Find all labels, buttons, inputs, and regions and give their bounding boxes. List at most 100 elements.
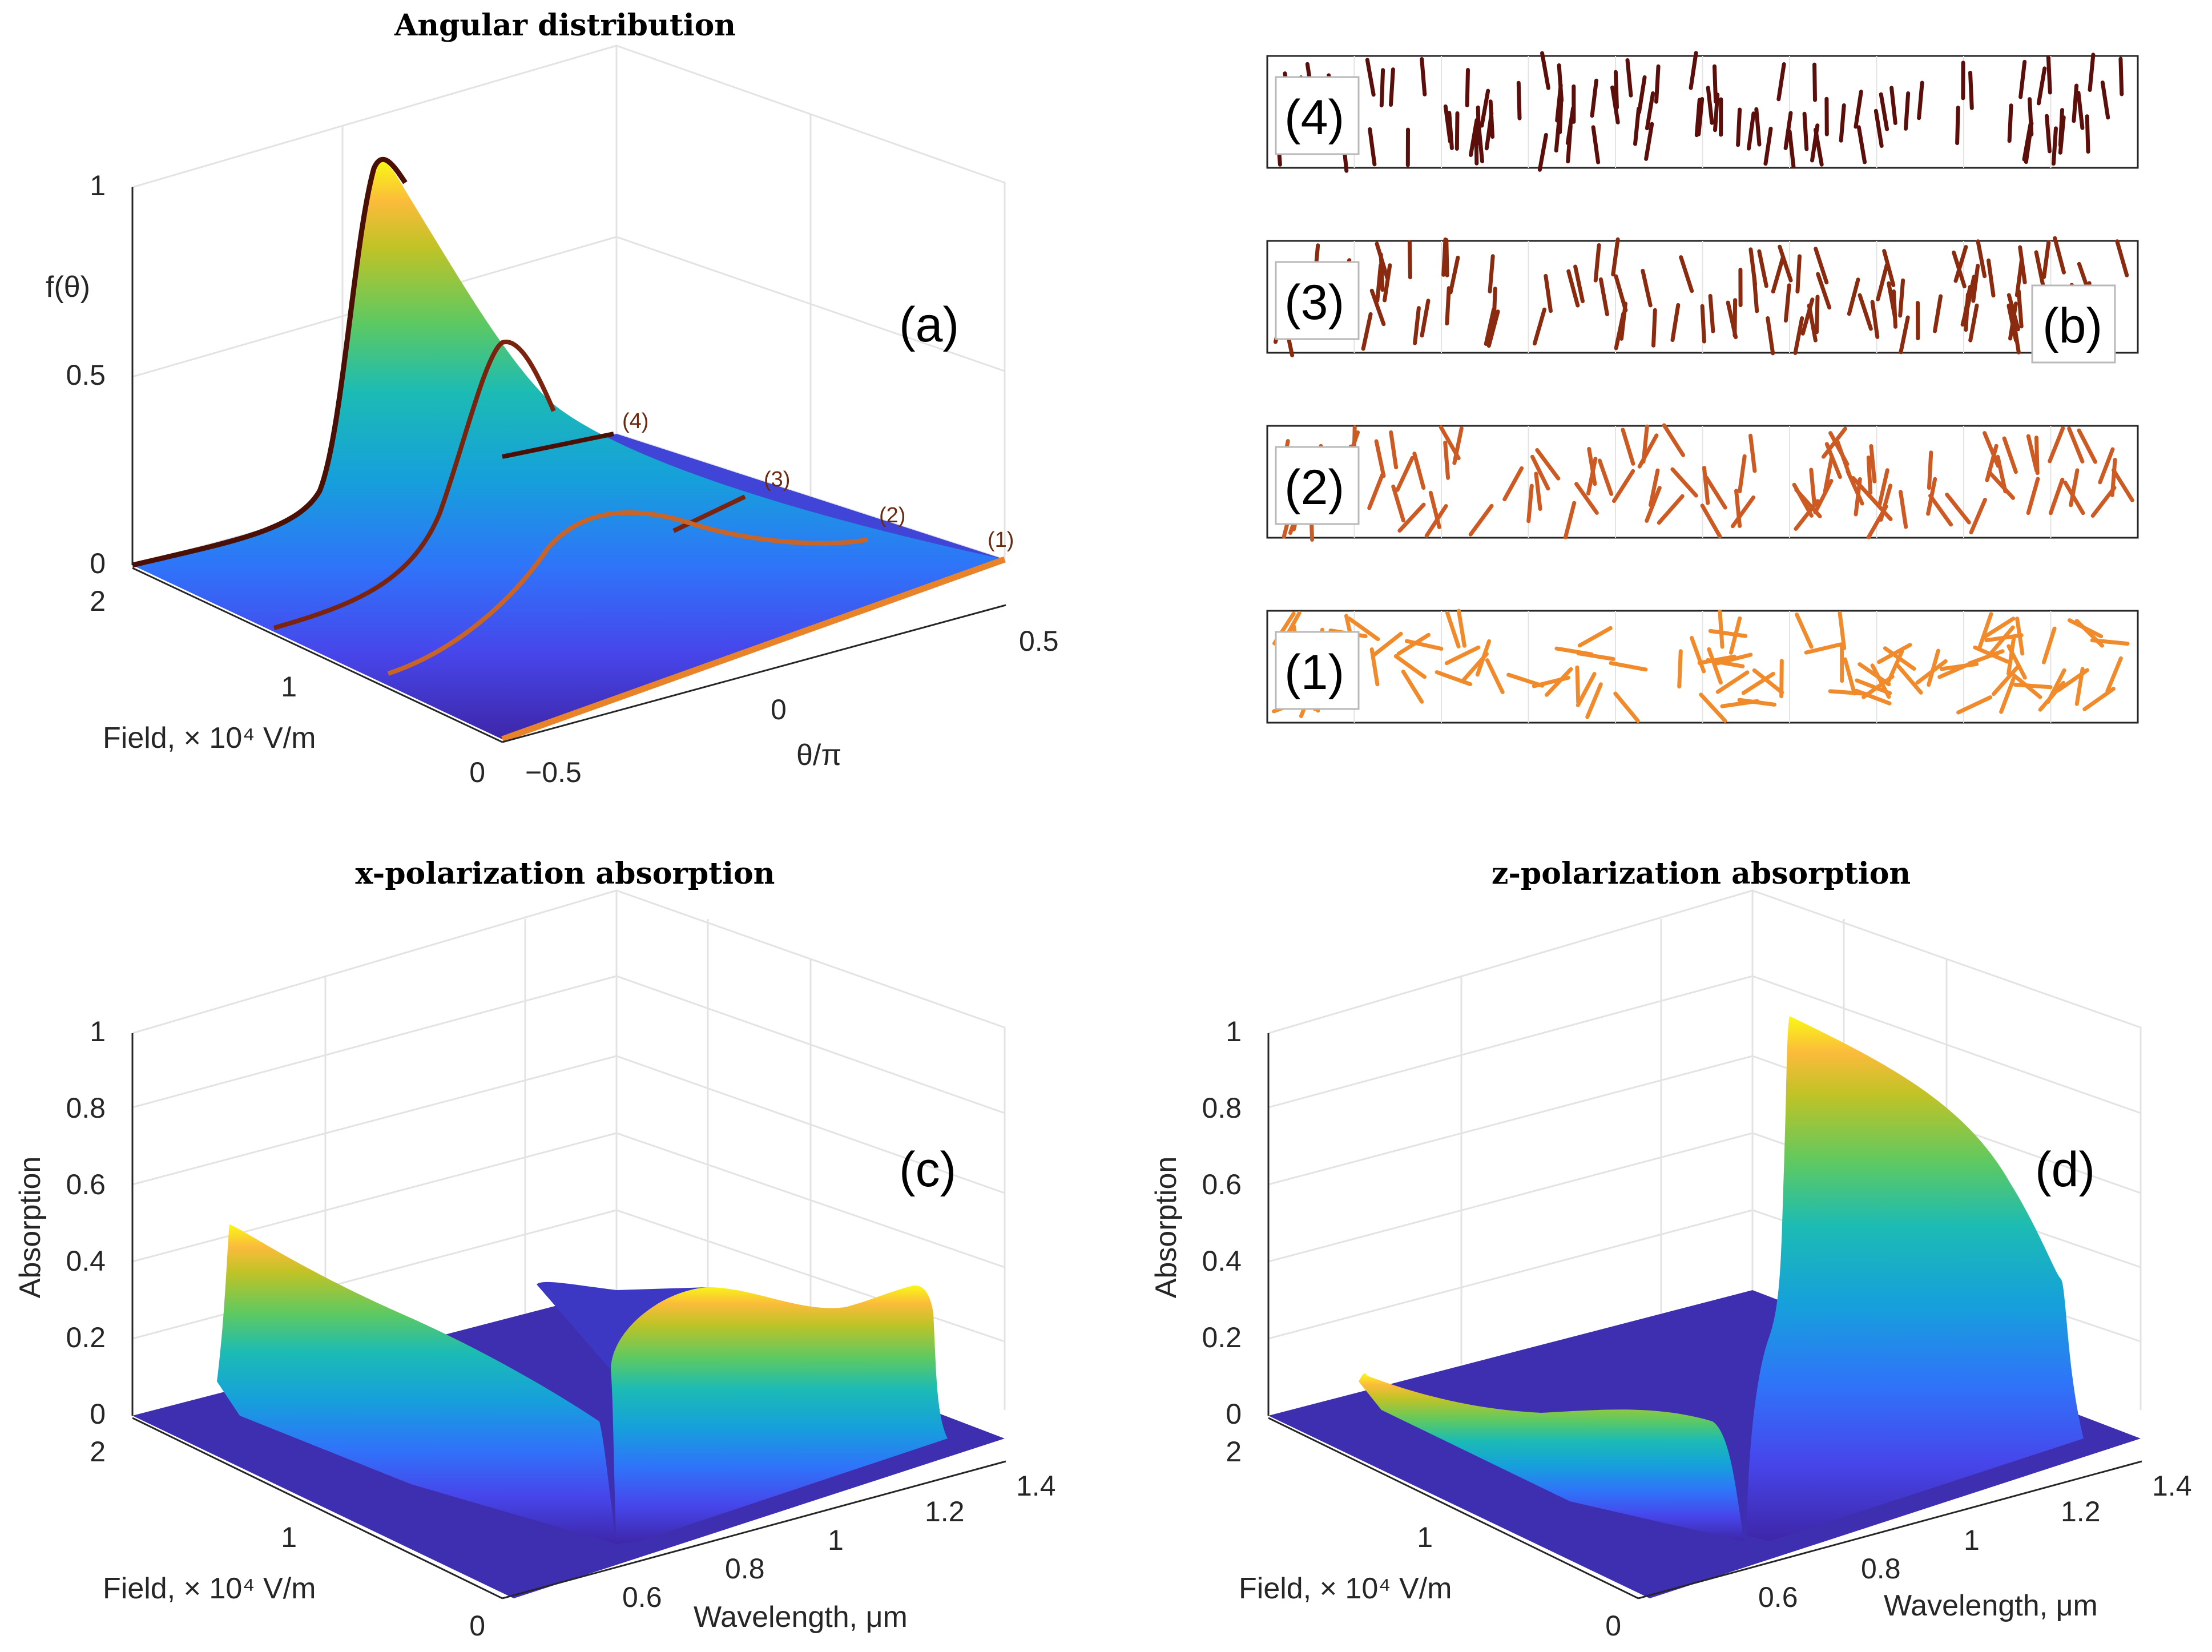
panel-b-rod bbox=[1933, 294, 1943, 333]
panel-b-rod bbox=[1690, 636, 1706, 674]
panel-b-rod bbox=[1397, 502, 1426, 533]
panel-b-rod bbox=[1968, 303, 1979, 343]
panel-b-rod bbox=[1544, 273, 1553, 313]
panel-b-rod bbox=[1899, 490, 1908, 529]
panel-b-rod bbox=[1869, 444, 1877, 483]
panel-b-rod bbox=[2006, 303, 2018, 343]
panel-b-rod bbox=[1813, 478, 1834, 515]
panel-c-y-label: Field, × 10⁴ V/m bbox=[103, 1572, 316, 1605]
panel-b-rod bbox=[1447, 111, 1454, 150]
panel-b-rod bbox=[1492, 287, 1497, 327]
panel-b-rod bbox=[2038, 680, 2066, 712]
panel-a-x-tick: 0.5 bbox=[1019, 625, 1059, 657]
panel-d-z-tick: 0.6 bbox=[1202, 1169, 1242, 1200]
panel-b-rod bbox=[1882, 249, 1896, 287]
panel-b-rod bbox=[1977, 612, 1993, 650]
panel-b-row: (4) bbox=[1266, 51, 2139, 173]
panel-b-rod bbox=[1928, 494, 1953, 527]
panel-b-rod bbox=[2007, 103, 2013, 143]
panel-b-rod bbox=[1945, 493, 1971, 525]
panel-b-rod bbox=[1383, 263, 1392, 303]
panel-b-rod bbox=[1854, 90, 1863, 129]
panel-b-rod bbox=[1395, 456, 1415, 492]
panel-b-rod bbox=[1771, 255, 1785, 294]
panel-b-rod bbox=[2048, 426, 2065, 464]
panel-b-rod bbox=[1838, 611, 1847, 650]
panel-d-x-tick: 1.4 bbox=[2152, 1470, 2192, 1502]
panel-b-rod bbox=[2072, 83, 2079, 123]
panel-b-rod bbox=[2036, 66, 2047, 106]
panel-b-rod bbox=[1651, 308, 1657, 348]
panel-b-rod bbox=[1420, 299, 1431, 338]
panel-b-rod bbox=[1898, 278, 1905, 318]
panel-a-curve-3 bbox=[273, 339, 556, 630]
panel-b-rod bbox=[2006, 636, 2016, 676]
panel-b-rod bbox=[2013, 682, 2053, 690]
panel-a-curve-label-3: (3) bbox=[764, 468, 790, 491]
panel-c-z-label: Absorption bbox=[14, 1157, 47, 1299]
panel-d-x-tick: 0.6 bbox=[1758, 1581, 1798, 1613]
panel-d-y-tick: 2 bbox=[1226, 1436, 1242, 1468]
panel-b-rod bbox=[2046, 55, 2052, 95]
panel-b-rod bbox=[2034, 250, 2045, 289]
panel-b-rod bbox=[1876, 263, 1889, 301]
panel-b-rod bbox=[1396, 632, 1431, 656]
panel-b-rod bbox=[2076, 91, 2085, 130]
panel-b-rod bbox=[1654, 64, 1661, 104]
panel-b-rod bbox=[1877, 468, 1889, 507]
panel-b-rod bbox=[1657, 494, 1685, 525]
panel-b-rod bbox=[1645, 486, 1662, 523]
panel-b-rod bbox=[1576, 672, 1597, 707]
panel-c-label: (c) bbox=[899, 1142, 956, 1197]
panel-b-rod bbox=[1535, 448, 1561, 481]
panel-a-y-tick: 1 bbox=[281, 671, 297, 703]
panel-b-label-box bbox=[2031, 284, 2116, 364]
panel-b-rod bbox=[1927, 450, 1933, 490]
panel-b-rod bbox=[1738, 454, 1747, 494]
panel-b-rod bbox=[1486, 309, 1500, 348]
panel-b-rod bbox=[1854, 477, 1862, 517]
panel-b-rod bbox=[1927, 648, 1940, 687]
panel-d-x-label: Wavelength, μm bbox=[1884, 1589, 2098, 1622]
panel-c-ridge-2 bbox=[611, 1285, 948, 1544]
panel-b-rod bbox=[1480, 88, 1490, 128]
panel-b-rod bbox=[1776, 62, 1786, 102]
panel-b-rod bbox=[1371, 631, 1403, 658]
panel-b-rod bbox=[1461, 652, 1489, 683]
panel-b-rod bbox=[1368, 127, 1377, 167]
panel-b-rod bbox=[1839, 103, 1846, 143]
panel-b-rod bbox=[1757, 249, 1768, 288]
panel-d-x-tick: 1.2 bbox=[2061, 1496, 2101, 1528]
panel-b-rod bbox=[1476, 105, 1481, 145]
panel-c-x-tick: 1 bbox=[828, 1524, 844, 1556]
panel-b-row-label-box bbox=[1275, 446, 1360, 525]
panel-b-rod bbox=[1730, 495, 1755, 529]
panel-b-rod bbox=[1456, 609, 1466, 648]
panel-b-row: (2) bbox=[1266, 423, 2139, 542]
panel-b-rod bbox=[1800, 297, 1815, 336]
panel-b-rod bbox=[2041, 626, 2057, 664]
panel-b-rod bbox=[1964, 292, 1970, 332]
panel-b-rod bbox=[1424, 504, 1448, 538]
panel-a-curve-4 bbox=[131, 156, 408, 568]
panel-b-rod bbox=[1708, 293, 1715, 333]
panel-b-rod bbox=[1573, 264, 1585, 304]
panel-b-rod bbox=[1787, 129, 1796, 169]
panel-b-rows: (4) (3) (2) (1) bbox=[1266, 51, 2139, 724]
panel-b-rod bbox=[1641, 268, 1653, 308]
panel-b-rod bbox=[2042, 240, 2051, 279]
panel-b-rod bbox=[1713, 92, 1720, 132]
panel-b-rod bbox=[1700, 503, 1722, 539]
panel-b-rod bbox=[1793, 316, 1804, 355]
panel-b-rod bbox=[1999, 676, 2016, 714]
panel-c-x-label: Wavelength, μm bbox=[694, 1601, 908, 1634]
panel-b-rod bbox=[2053, 236, 2066, 275]
panel-b-rod bbox=[1708, 628, 1748, 638]
panel-b-rod bbox=[1843, 657, 1857, 696]
panel-b-rod bbox=[1591, 125, 1601, 164]
panel-b-rod bbox=[1904, 91, 1911, 131]
panel-b-rod bbox=[1694, 98, 1702, 138]
panel-b-rod bbox=[2098, 447, 2115, 485]
panel-d-x-axis bbox=[1638, 1460, 2142, 1599]
panel-b-rod bbox=[1530, 454, 1550, 491]
